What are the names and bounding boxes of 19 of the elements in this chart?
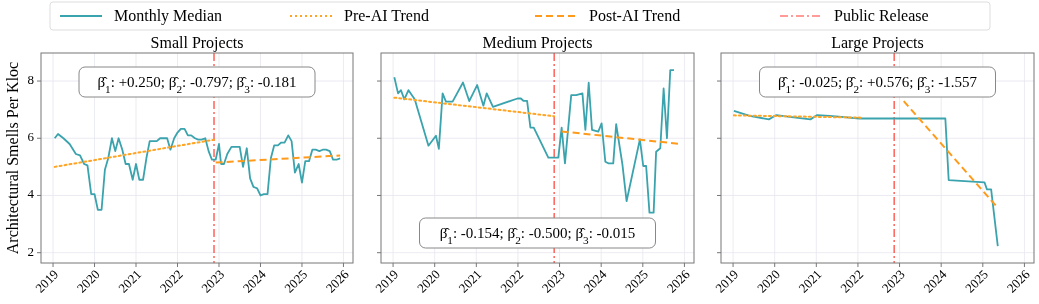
chart-title: Small Projects xyxy=(150,34,244,52)
y-axis-title: Architectural Smells Per Kloc xyxy=(3,61,21,255)
legend-label: Public Release xyxy=(834,7,929,24)
legend-label: Monthly Median xyxy=(114,7,222,25)
annotation: β̂$_{1}$: -0.025; β̂$_{2}$: +0.576; β̂$_{3}$: -1.557 xyxy=(777,74,978,95)
x-tick-label: 2021 xyxy=(455,266,485,296)
line-series xyxy=(53,127,342,211)
legend-label: Pre-AI Trend xyxy=(344,7,429,24)
annotation: β̂$_{1}$: -0.154; β̂$_{2}$: -0.500; β̂$_{3}$: -0.015 xyxy=(439,225,636,246)
x-tick-label: 2021 xyxy=(795,266,825,296)
chart-title: Large Projects xyxy=(831,34,924,52)
y-tick-label: 6 xyxy=(27,129,35,145)
x-tick-label: 2021 xyxy=(115,266,145,296)
y-tick-label: 8 xyxy=(27,72,34,88)
y-tick-label: 4 xyxy=(27,186,35,202)
annotation: β̂$_{1}$: +0.250; β̂$_{2}$: -0.797; β̂$_{3}$: -0.181 xyxy=(97,74,297,95)
y-tick-label: 2 xyxy=(27,243,34,259)
legend-label: Post-AI Trend xyxy=(589,7,681,24)
chart-title: Medium Projects xyxy=(482,34,593,52)
